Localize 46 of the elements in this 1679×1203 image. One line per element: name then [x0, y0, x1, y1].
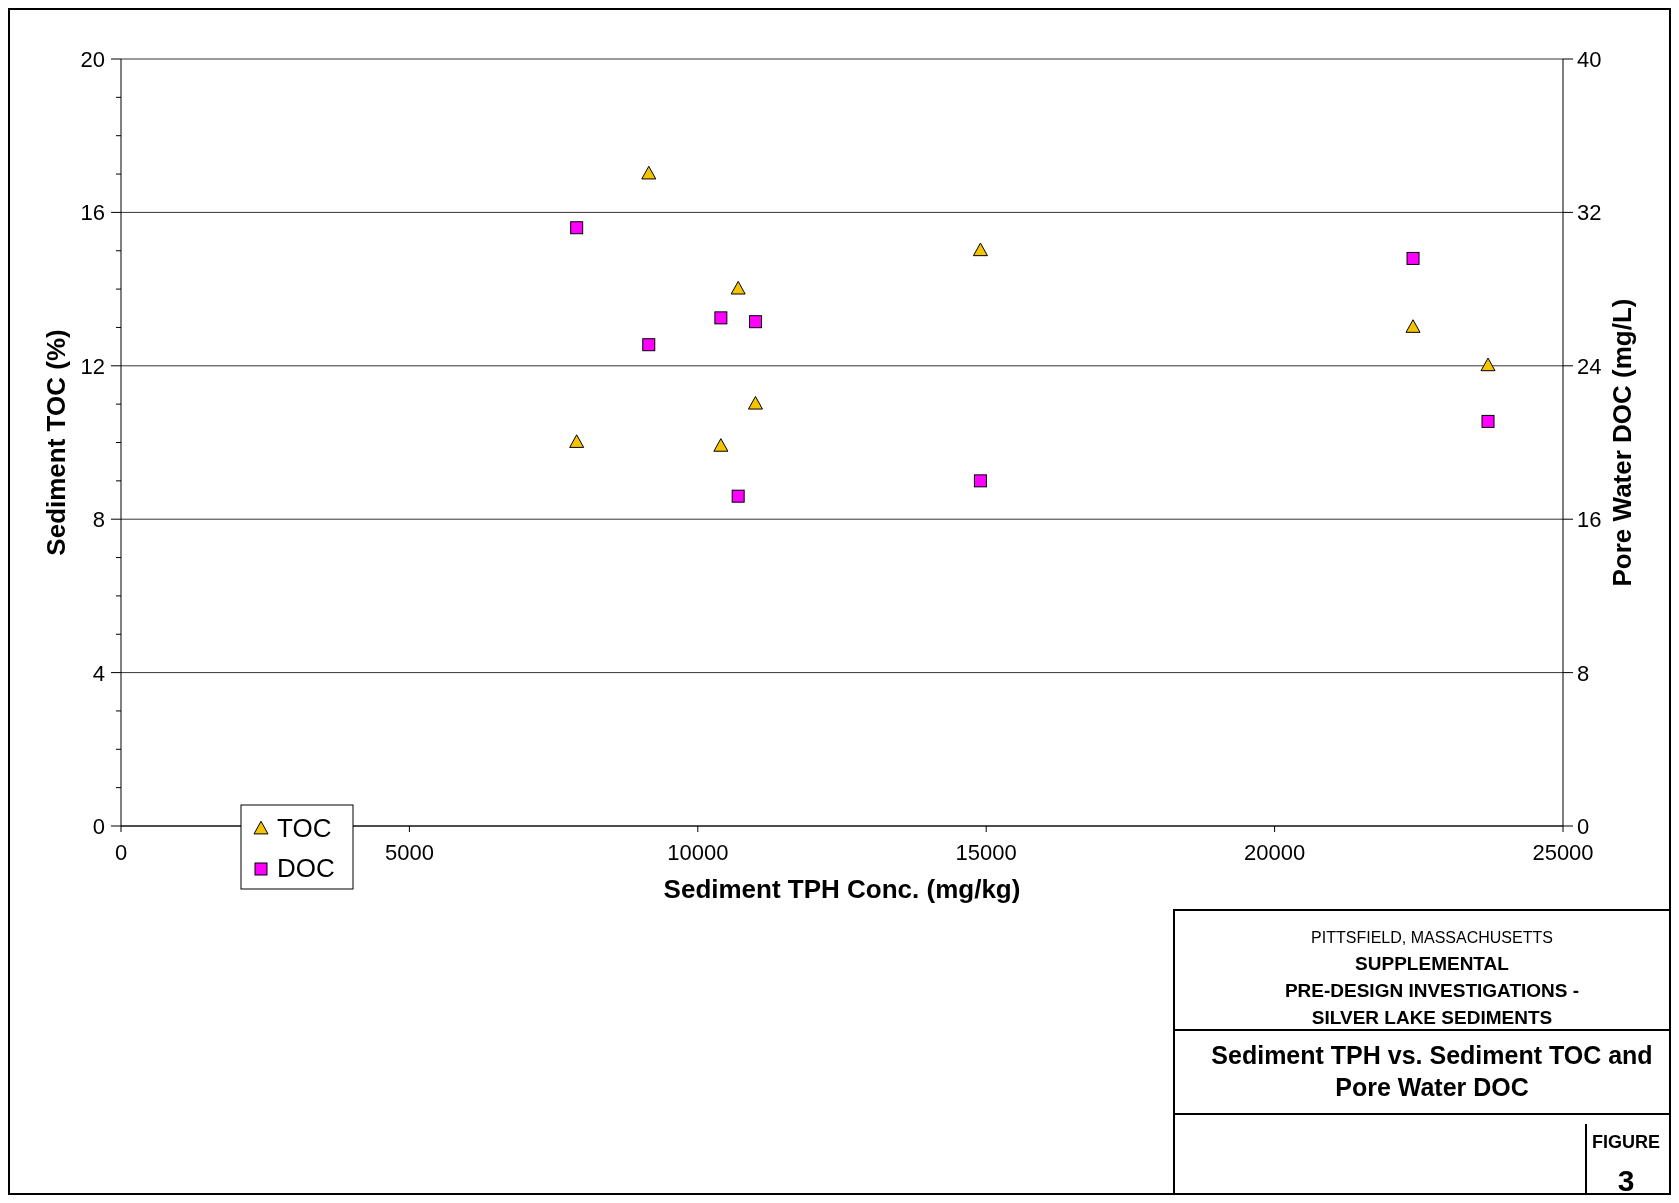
point	[569, 434, 585, 448]
point	[713, 438, 729, 452]
x-tick-label: 5000	[384, 840, 434, 865]
x-tick-label: 10000	[667, 840, 729, 865]
text: PITTSFIELD, MASSACHUSETTS	[1311, 929, 1553, 946]
text: SILVER LAKE SEDIMENTS	[1311, 1007, 1553, 1028]
legend-label: DOC	[277, 853, 335, 883]
y2-axis-title: Pore Water DOC (mg/L)	[1607, 298, 1637, 587]
y2-tick-label: 8	[1577, 660, 1590, 686]
point	[1481, 414, 1495, 428]
y-tick-label: 4	[92, 660, 105, 686]
point	[747, 395, 763, 410]
x-tick-label: 0	[114, 840, 128, 865]
point	[570, 221, 584, 235]
y-tick-label: 8	[92, 507, 105, 533]
y2-tick-label: 32	[1577, 200, 1602, 226]
point	[730, 280, 746, 295]
text: 3	[1617, 1164, 1635, 1197]
point	[731, 489, 745, 503]
point	[973, 474, 987, 488]
y-axis-title: Sediment TOC (%)	[41, 329, 71, 556]
text: Sediment TPH vs. Sediment TOC and Pore Water DOC	[1211, 1041, 1653, 1101]
point	[748, 315, 762, 329]
point	[1480, 357, 1496, 372]
y-tick-label: 0	[92, 814, 105, 839]
x-axis-title: Sediment TPH Conc. (mg/kg)	[663, 874, 1021, 904]
point	[714, 311, 728, 325]
x-tick-label: 25000	[1532, 840, 1594, 865]
point	[641, 165, 657, 180]
y2-tick-label: 0	[1577, 814, 1590, 839]
point	[972, 242, 988, 257]
text: PRE-DESIGN INVESTIGATIONS -	[1284, 980, 1580, 1001]
point	[1406, 251, 1420, 265]
point	[642, 338, 656, 352]
y-tick-label: 16	[80, 200, 105, 226]
y2-tick-label: 16	[1577, 507, 1602, 533]
y2-tick-label: 40	[1577, 47, 1602, 72]
text: FIGURE	[1591, 1132, 1661, 1152]
legend-label: TOC	[277, 813, 332, 843]
text: SUPPLEMENTAL	[1355, 953, 1510, 974]
y-tick-label: 12	[80, 353, 105, 379]
x-tick-label: 20000	[1244, 840, 1306, 865]
x-tick-label: 15000	[955, 840, 1017, 865]
y2-tick-label: 24	[1577, 353, 1602, 379]
point	[1405, 319, 1421, 333]
y-tick-label: 20	[80, 47, 105, 72]
